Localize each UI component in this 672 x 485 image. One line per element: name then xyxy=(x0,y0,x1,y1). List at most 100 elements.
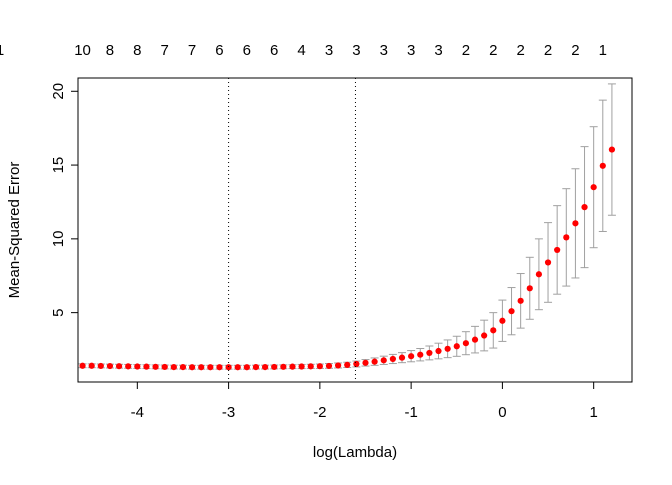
data-point xyxy=(79,362,86,369)
top-axis-label: 2 xyxy=(571,42,579,59)
data-point xyxy=(435,347,442,355)
data-point xyxy=(380,357,387,364)
x-tick-label: -4 xyxy=(131,404,144,421)
data-point xyxy=(563,234,570,241)
data-point xyxy=(417,351,424,358)
data-point xyxy=(262,363,269,371)
data-point xyxy=(188,364,196,371)
top-axis-label: 2 xyxy=(489,42,497,59)
data-point xyxy=(243,364,250,371)
data-point xyxy=(115,363,123,370)
data-point xyxy=(389,355,396,363)
top-axis-label: 10 xyxy=(74,42,91,59)
top-axis-label: 1 xyxy=(0,42,4,59)
data-point xyxy=(271,363,278,371)
data-point xyxy=(207,364,214,371)
top-axis-label: 6 xyxy=(215,42,223,59)
data-point xyxy=(316,363,323,370)
data-point xyxy=(517,297,524,304)
data-point xyxy=(426,349,433,357)
data-point xyxy=(307,363,314,370)
y-tick-label: 5 xyxy=(50,308,67,316)
data-point xyxy=(508,308,515,315)
data-point xyxy=(526,285,533,292)
data-point xyxy=(234,364,241,371)
top-axis-label: 3 xyxy=(434,42,442,59)
top-axis-label: 7 xyxy=(188,42,196,59)
data-point xyxy=(134,363,141,370)
data-point xyxy=(353,360,360,368)
data-point xyxy=(608,146,616,153)
data-point xyxy=(408,353,415,360)
top-axis-label: 6 xyxy=(270,42,278,59)
data-point xyxy=(106,362,114,370)
x-tick-label: -1 xyxy=(404,404,417,421)
data-point xyxy=(398,354,406,361)
top-axis-label: 6 xyxy=(243,42,251,59)
top-axis-label: 2 xyxy=(462,42,470,59)
data-point xyxy=(544,259,552,266)
data-point xyxy=(371,358,378,365)
data-point xyxy=(225,364,232,371)
data-point xyxy=(471,336,479,343)
y-axis-title: Mean-Squared Error xyxy=(6,162,23,299)
data-point xyxy=(335,362,342,369)
data-point xyxy=(453,343,460,350)
data-point xyxy=(280,363,287,370)
data-point xyxy=(535,271,543,278)
top-axis-label: 3 xyxy=(380,42,388,59)
data-point xyxy=(198,364,205,371)
data-point xyxy=(170,363,177,371)
y-axis: 5 10 15 20 xyxy=(50,83,79,317)
data-point xyxy=(599,162,606,169)
x-tick-label: -3 xyxy=(222,404,235,421)
top-axis-label: 4 xyxy=(297,42,305,59)
top-axis-label: 8 xyxy=(133,42,141,59)
data-point xyxy=(252,363,260,371)
data-point xyxy=(572,220,579,227)
data-point xyxy=(462,340,469,347)
errorbar-layer xyxy=(78,83,616,370)
y-tick-label: 10 xyxy=(50,231,67,248)
point-layer xyxy=(79,146,616,371)
top-axis-label: 7 xyxy=(161,42,169,59)
data-point xyxy=(125,363,132,370)
x-tick-label: 1 xyxy=(589,404,597,421)
data-point xyxy=(289,363,296,370)
data-point xyxy=(216,364,223,371)
data-point xyxy=(298,363,305,370)
data-point xyxy=(581,204,588,211)
vline-layer xyxy=(228,78,356,382)
data-point xyxy=(490,327,497,334)
top-axis-label: 3 xyxy=(352,42,360,59)
x-tick-label: 0 xyxy=(498,404,506,421)
top-axis-label: 2 xyxy=(516,42,524,59)
top-axis-label: 8 xyxy=(106,42,114,59)
data-point xyxy=(362,359,369,366)
y-tick-label: 15 xyxy=(50,157,67,174)
data-point xyxy=(97,362,104,370)
top-axis-label: 2 xyxy=(544,42,552,59)
x-axis-title: log(Lambda) xyxy=(313,444,397,461)
data-point xyxy=(481,332,488,339)
data-point xyxy=(444,345,451,352)
data-point xyxy=(590,184,597,191)
top-axis-labels: 10 8 8 7 7 6 6 6 4 3 3 3 3 3 2 2 2 2 2 1 1 xyxy=(0,42,607,59)
data-point xyxy=(88,362,95,369)
x-axis: -4 -3 -2 -1 0 1 xyxy=(131,381,598,421)
data-point xyxy=(143,363,150,370)
data-point xyxy=(152,363,159,370)
top-axis-label: 3 xyxy=(325,42,333,59)
data-point xyxy=(499,317,506,324)
top-axis-label: 1 xyxy=(599,42,607,59)
y-tick-label: 20 xyxy=(50,83,67,100)
data-point xyxy=(179,363,187,371)
top-axis-label: 3 xyxy=(407,42,415,59)
x-tick-label: -2 xyxy=(313,404,326,421)
data-point xyxy=(554,246,561,254)
data-point xyxy=(325,362,333,370)
data-point xyxy=(161,363,168,371)
data-point xyxy=(344,361,351,368)
